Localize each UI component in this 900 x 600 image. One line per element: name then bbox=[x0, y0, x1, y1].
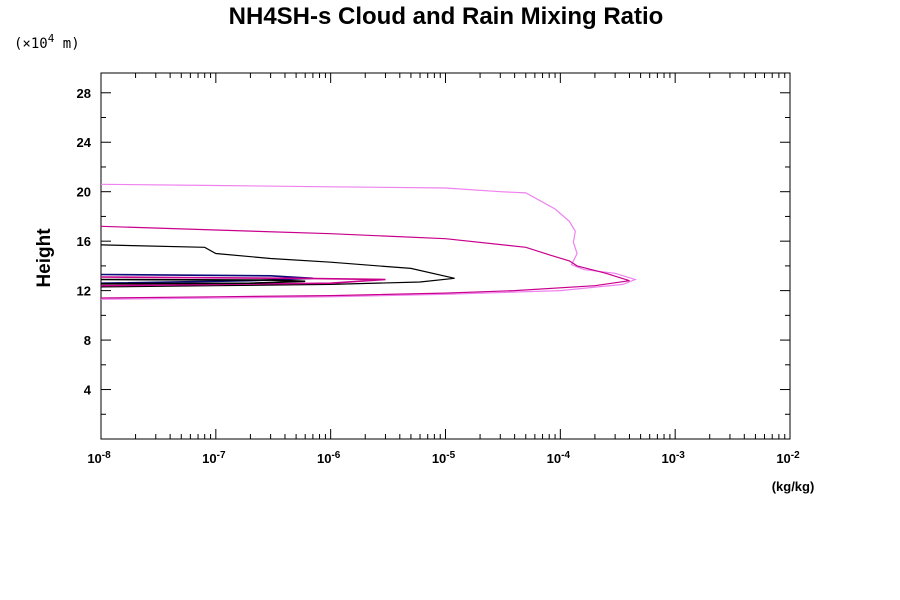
y-tick-label: 12 bbox=[77, 284, 91, 299]
x-tick-label: 10-5 bbox=[432, 450, 456, 466]
x-tick-label: 10-4 bbox=[547, 450, 571, 466]
y-unit-label: (×104 m) bbox=[14, 32, 80, 52]
y-tick-label: 24 bbox=[77, 135, 92, 150]
x-tick-label: 10-8 bbox=[87, 450, 111, 466]
y-tick-label: 4 bbox=[84, 383, 92, 398]
x-tick-label: 10-3 bbox=[661, 450, 685, 466]
y-axis-label: Height bbox=[34, 228, 55, 288]
y-tick-label: 20 bbox=[77, 185, 91, 200]
chart-title: NH4SH-s Cloud and Rain Mixing Ratio bbox=[229, 3, 664, 30]
contour-line bbox=[100, 278, 306, 285]
x-tick-label: 10-2 bbox=[776, 450, 800, 466]
contour-line bbox=[100, 276, 386, 287]
plot-frame bbox=[100, 72, 791, 440]
y-tick-label: 16 bbox=[77, 234, 91, 249]
x-tick-label: 10-6 bbox=[317, 450, 341, 466]
contour-line bbox=[100, 225, 630, 299]
x-tick-label: 10-7 bbox=[202, 450, 226, 466]
x-axis-unit-label: (kg/kg) bbox=[772, 479, 815, 494]
contour-line bbox=[100, 183, 638, 300]
y-tick-label: 28 bbox=[77, 86, 91, 101]
contour-line bbox=[100, 244, 455, 288]
y-tick-label: 8 bbox=[84, 333, 91, 348]
